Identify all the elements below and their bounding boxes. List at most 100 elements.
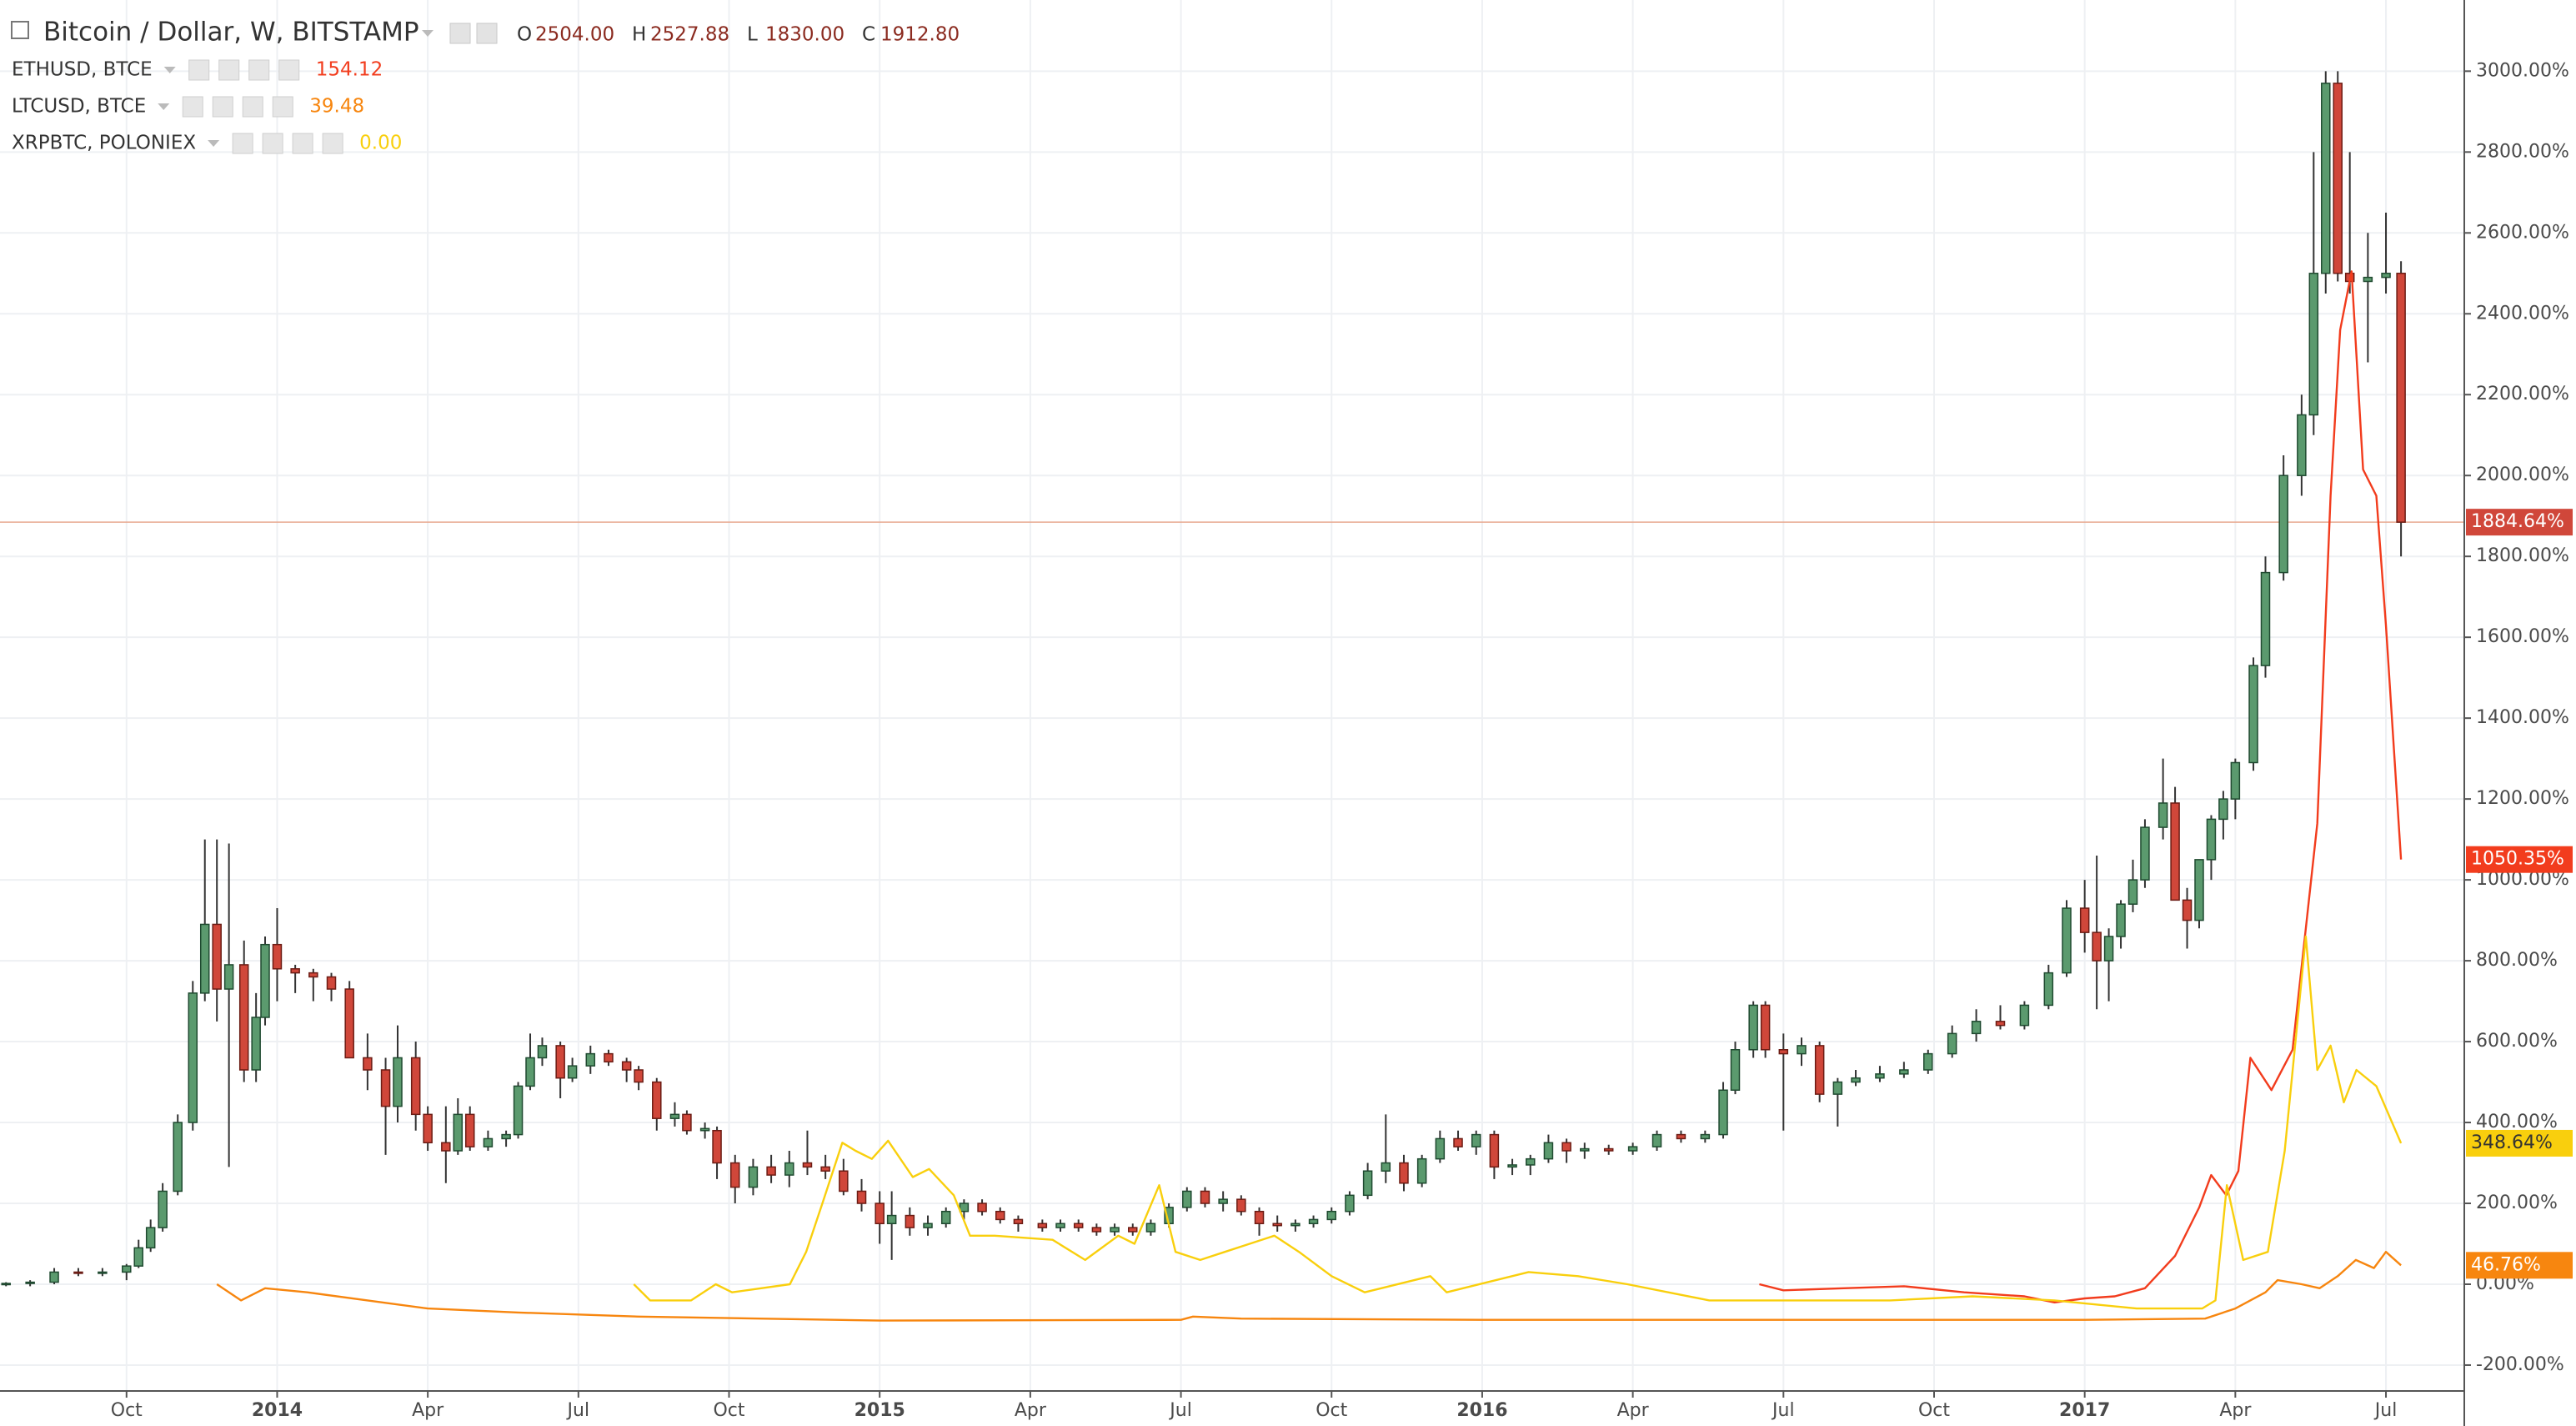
candle-body (73, 1271, 83, 1274)
last-value-box (2466, 846, 2573, 873)
collapse-icon[interactable] (11, 21, 29, 39)
candle-body (567, 1065, 578, 1079)
series-icon[interactable] (218, 59, 240, 81)
candle-body (393, 1057, 403, 1107)
candle-body (820, 1166, 830, 1172)
y-tick-label: -200.00% (2476, 1354, 2564, 1375)
candle-body (1073, 1223, 1084, 1228)
candle-body (1778, 1049, 1789, 1055)
x-tick-label: Oct (1918, 1400, 1950, 1421)
ohlc-value: 2504.00 (535, 24, 614, 46)
candle-body (2260, 571, 2271, 666)
candle-body (501, 1133, 511, 1140)
settings-icon[interactable] (476, 23, 498, 44)
series-line (216, 1251, 2402, 1322)
axes: -200.00%0.00%200.00%400.00%600.00%800.00… (111, 60, 2573, 1421)
candle-body (995, 1210, 1005, 1221)
candle-body (1971, 1021, 1982, 1035)
series-icon[interactable] (188, 59, 210, 81)
ohlc-key: C (862, 24, 875, 46)
candle-body (856, 1190, 867, 1204)
candle-body (1272, 1223, 1282, 1227)
candle-body (1603, 1147, 1614, 1152)
candle-body (1507, 1164, 1517, 1168)
candle-body (158, 1190, 168, 1228)
candle-body (308, 972, 318, 978)
last-value-box (2466, 1129, 2573, 1157)
candle-body (1055, 1223, 1065, 1228)
series-icon[interactable] (232, 133, 253, 154)
candle-body (621, 1061, 632, 1071)
candle-body (410, 1057, 421, 1116)
candle-body (1145, 1223, 1156, 1233)
series-icon[interactable] (292, 133, 313, 154)
candle-body (49, 1271, 59, 1283)
candle-body (977, 1203, 987, 1213)
series-icon[interactable] (248, 59, 270, 81)
series-legend: ETHUSD, BTCE 154.12 LTCUSD, BTCE 39.48 XRPBT… (12, 59, 402, 154)
candle-body (122, 1265, 132, 1273)
candle-body (959, 1203, 970, 1213)
candle-body (839, 1170, 849, 1193)
candle-body (441, 1142, 451, 1152)
candle-body (145, 1227, 156, 1249)
x-tick-label: Apr (1015, 1400, 1047, 1421)
candle-body (223, 964, 234, 990)
chart-title: Bitcoin / Dollar, W, BITSTAMP (43, 18, 419, 48)
last-value-label: 1050.35% (2471, 849, 2564, 870)
last-value-label: 348.64% (2471, 1132, 2553, 1153)
candle-body (2062, 907, 2072, 974)
series-icon[interactable] (322, 133, 343, 154)
series-line (1759, 270, 2403, 1303)
candle-body (699, 1127, 710, 1132)
candle-body (1899, 1069, 1909, 1075)
ohlc-value: 1912.80 (880, 24, 960, 46)
candle-body (1326, 1210, 1337, 1221)
candle-body (1345, 1194, 1355, 1213)
candle-body (1561, 1142, 1571, 1152)
candle-body (905, 1214, 915, 1228)
series-icon[interactable] (242, 96, 263, 118)
candle-body (1381, 1162, 1391, 1172)
series-icon[interactable] (182, 96, 203, 118)
candle-body (748, 1166, 759, 1188)
series-icon[interactable] (262, 133, 283, 154)
ohlc-key: H (632, 24, 646, 46)
dropdown-arrow[interactable] (158, 103, 170, 110)
candle-body (1832, 1081, 1843, 1095)
candle-body (1291, 1223, 1301, 1227)
grid (0, 0, 2464, 1391)
y-tick-label: 800.00% (2476, 950, 2558, 971)
dropdown-arrow[interactable] (163, 67, 176, 73)
x-tick-label: Jul (1168, 1400, 1192, 1421)
candle-body (1110, 1227, 1120, 1233)
settings-icon[interactable] (449, 23, 471, 44)
series-icon[interactable] (212, 96, 233, 118)
x-tick-label: 2015 (854, 1400, 905, 1421)
ohlc-key: O (517, 24, 532, 46)
candle-body (712, 1129, 722, 1164)
x-tick-label: 2017 (2059, 1400, 2110, 1421)
y-tick-label: 2400.00% (2476, 303, 2569, 324)
candle-body (2297, 414, 2307, 476)
series-icon[interactable] (278, 59, 300, 81)
candle-body (1127, 1227, 1138, 1233)
series-icon[interactable] (272, 96, 293, 118)
candle-body (729, 1162, 740, 1188)
candle-body (669, 1113, 680, 1119)
x-tick-label: Oct (1316, 1400, 1347, 1421)
candle-body (802, 1162, 813, 1168)
y-tick-label: 3000.00% (2476, 60, 2569, 81)
candle-body (634, 1069, 644, 1083)
dropdown-arrow[interactable] (422, 30, 434, 37)
candle-body (1308, 1218, 1319, 1225)
legend-value: 0.00 (359, 133, 402, 154)
candle-body (2043, 972, 2054, 1007)
candle-body (2308, 273, 2319, 416)
dropdown-arrow[interactable] (208, 140, 220, 147)
candle-body (1362, 1170, 1373, 1197)
candle-body (2194, 859, 2204, 921)
candle-body (1627, 1146, 1638, 1152)
candle-body (2116, 903, 2126, 937)
